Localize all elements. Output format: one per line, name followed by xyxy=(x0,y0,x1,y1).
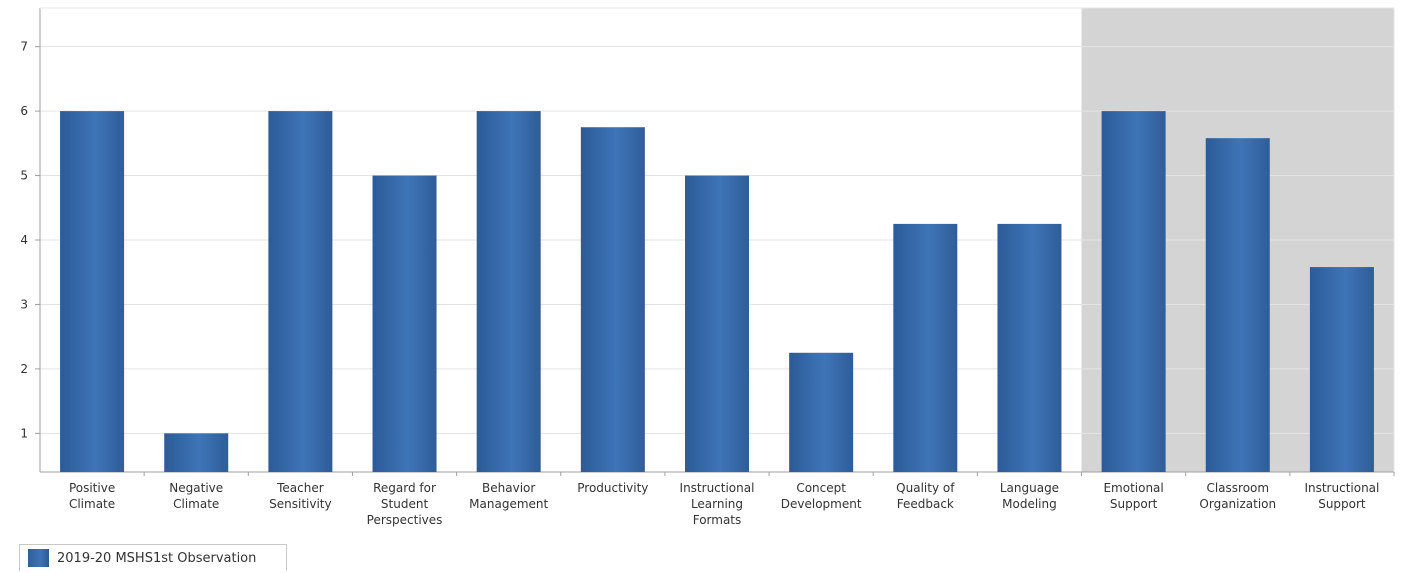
bar xyxy=(1101,111,1166,472)
bar xyxy=(1309,267,1374,472)
x-category-label: Concept xyxy=(796,481,846,495)
legend: 2019-20 MSHS1st Observation xyxy=(19,544,287,571)
x-category-label: Climate xyxy=(69,497,115,511)
plot-area: 1 2 3 4 5 6 7 Positive Climate Negative Climate Tea… xyxy=(20,7,1395,527)
x-category-label: Student xyxy=(381,497,429,511)
x-category-label: Modeling xyxy=(1002,497,1057,511)
bar xyxy=(1205,138,1270,472)
x-category-label: Quality of xyxy=(896,481,955,495)
bar xyxy=(997,223,1062,472)
x-category-label: Development xyxy=(781,497,862,511)
bar xyxy=(476,111,541,472)
x-category-label: Support xyxy=(1318,497,1366,511)
bar-chart: 1 2 3 4 5 6 7 Positive Climate Negative Climate Tea… xyxy=(20,7,1395,527)
x-category-label: Instructional xyxy=(1304,481,1379,495)
x-category-label: Management xyxy=(469,497,548,511)
x-category-label: Support xyxy=(1110,497,1158,511)
y-tick-label: 2 xyxy=(20,362,28,376)
y-tick-label: 6 xyxy=(20,104,28,118)
bar xyxy=(893,223,958,472)
bar xyxy=(60,111,125,472)
y-tick-label: 5 xyxy=(20,169,28,183)
y-tick-label: 7 xyxy=(20,40,28,54)
x-category-label: Sensitivity xyxy=(269,497,331,511)
bar xyxy=(372,175,437,473)
x-category-label: Teacher xyxy=(276,481,324,495)
x-category-label: Classroom xyxy=(1206,481,1269,495)
x-category-label: Emotional xyxy=(1103,481,1163,495)
x-category-label: Perspectives xyxy=(367,513,443,527)
bar xyxy=(580,127,645,472)
y-tick-label: 1 xyxy=(20,426,28,440)
legend-label: 2019-20 MSHS1st Observation xyxy=(57,550,257,566)
x-category-label: Organization xyxy=(1199,497,1276,511)
y-tick-label: 4 xyxy=(20,233,28,247)
bar xyxy=(789,352,854,472)
legend-swatch xyxy=(28,549,49,567)
bar xyxy=(685,175,749,473)
x-category-label: Negative xyxy=(169,481,223,495)
x-category-label: Productivity xyxy=(577,481,648,495)
x-category-label: Positive xyxy=(69,481,115,495)
y-tick-label: 3 xyxy=(20,297,28,311)
x-category-label: Language xyxy=(1000,481,1059,495)
x-category-label: Climate xyxy=(173,497,219,511)
x-category-label: Formats xyxy=(693,513,742,527)
x-category-label: Learning xyxy=(691,497,743,511)
x-category-label: Feedback xyxy=(897,497,954,511)
x-category-label: Instructional xyxy=(680,481,755,495)
bar xyxy=(268,111,333,472)
x-category-label: Behavior xyxy=(482,481,535,495)
x-category-label: Regard for xyxy=(373,481,436,495)
bar xyxy=(164,433,229,472)
